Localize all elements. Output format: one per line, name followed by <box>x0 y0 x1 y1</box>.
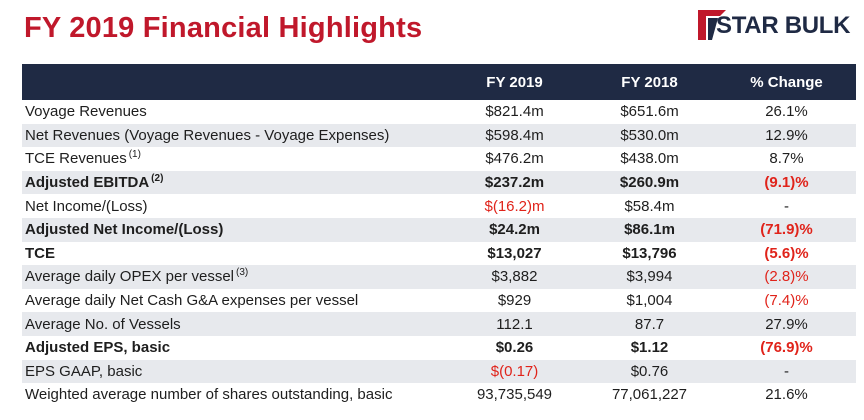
table-body: Voyage Revenues $821.4m $651.6m 26.1% Net Re… <box>22 100 856 407</box>
cell-fy2019: $3,882 <box>491 268 538 286</box>
row-label: EPS GAAP, basic <box>22 360 447 384</box>
row-label: Adjusted EBITDA (2) <box>22 171 447 195</box>
table-row: TCE Revenues (1) $476.2m $438.0m 8.7% <box>22 147 856 171</box>
cell-fy2019: $476.2m <box>485 150 544 168</box>
cell-fy2019: 93,735,549 <box>476 386 553 404</box>
row-label: Average No. of Vessels <box>22 312 447 336</box>
row-label-text: Average daily Net Cash G&A expenses per … <box>25 292 359 310</box>
row-label-text: TCE Revenues <box>25 150 127 168</box>
row-label: Adjusted EPS, basic <box>22 336 447 360</box>
column-header-metric <box>22 64 447 100</box>
row-label: Net Income/(Loss) <box>22 194 447 218</box>
logo-text: STAR BULK <box>716 12 851 39</box>
table-header-row: FY 2019 FY 2018 % Change <box>22 64 856 100</box>
row-label: Average daily OPEX per vessel (3) <box>22 265 447 289</box>
table-row: EPS GAAP, basic $(0.17) $0.76 - <box>22 359 856 384</box>
row-label-text: Average daily OPEX per vessel <box>25 268 234 286</box>
cell-fy2018: $3,994 <box>626 268 673 286</box>
table-row: Voyage Revenues $821.4m $651.6m 26.1% <box>22 100 856 124</box>
cell-fy2018: 77,061,227 <box>611 386 688 404</box>
cell-fy2019: 112.1 <box>496 315 533 333</box>
table-row: Weighted average number of shares outsta… <box>22 383 856 407</box>
cell-fy2019: $0.26 <box>495 339 534 357</box>
footnote-marker: (2) <box>151 173 164 185</box>
cell-fy2019: $(0.17) <box>490 362 539 380</box>
footnote-marker: (1) <box>128 149 141 161</box>
table-row: Average daily Net Cash G&A expenses per … <box>22 288 856 313</box>
cell-change: (9.1)% <box>764 174 809 192</box>
row-label-text: Adjusted EBITDA <box>25 174 150 192</box>
cell-fy2019: $598.4m <box>485 126 544 144</box>
table-row: Average No. of Vessels 112.1 87.7 27.9% <box>22 312 856 336</box>
table-row: Net Revenues (Voyage Revenues - Voyage E… <box>22 123 856 148</box>
star-logo-icon <box>698 10 726 40</box>
row-label-text: Weighted average number of shares outsta… <box>25 386 393 404</box>
row-label: Net Revenues (Voyage Revenues - Voyage E… <box>22 124 447 148</box>
row-label: Weighted average number of shares outsta… <box>22 383 447 407</box>
financial-highlights-table: FY 2019 FY 2018 % Change Voyage Revenues… <box>22 64 856 407</box>
cell-change: - <box>784 197 789 215</box>
cell-fy2019: $237.2m <box>484 174 545 192</box>
company-logo: STAR BULK <box>698 10 858 40</box>
table-row: Adjusted EBITDA (2) $237.2m $260.9m (9.1)% <box>22 170 856 195</box>
cell-change: (2.8)% <box>764 268 809 286</box>
table-row: Average daily OPEX per vessel (3) $3,882 $3… <box>22 265 856 289</box>
cell-fy2019: $(16.2)m <box>484 197 545 215</box>
cell-change: (7.4)% <box>764 292 809 310</box>
cell-fy2018: $438.0m <box>620 150 679 168</box>
table-row: Adjusted Net Income/(Loss) $24.2m $86.1m (7… <box>22 217 856 242</box>
cell-fy2019: $929 <box>497 292 532 310</box>
footnote-marker: (3) <box>236 267 249 279</box>
row-label: TCE <box>22 242 447 266</box>
table-row: TCE $13,027 $13,796 (5.6)% <box>22 241 856 266</box>
cell-change: (5.6)% <box>764 244 809 262</box>
row-label: TCE Revenues (1) <box>22 147 447 171</box>
cell-fy2019: $821.4m <box>485 103 544 121</box>
cell-change: 12.9% <box>765 126 808 144</box>
row-label: Average daily Net Cash G&A expenses per … <box>22 289 447 313</box>
cell-change: 26.1% <box>765 103 808 121</box>
table-row: Adjusted EPS, basic $0.26 $1.12 (76.9)% <box>22 335 856 360</box>
row-label-text: EPS GAAP, basic <box>25 362 143 380</box>
cell-change: (71.9)% <box>760 221 813 239</box>
cell-fy2018: $86.1m <box>624 221 675 239</box>
row-label-text: Adjusted EPS, basic <box>25 339 171 357</box>
cell-change: (76.9)% <box>760 339 813 357</box>
page-title: FY 2019 Financial Highlights <box>24 12 423 44</box>
column-header-fy2018: FY 2018 <box>621 73 678 91</box>
column-header-change: % Change <box>750 73 823 91</box>
column-header-fy2019: FY 2019 <box>486 73 543 91</box>
cell-fy2019: $24.2m <box>489 221 540 239</box>
row-label-text: Average No. of Vessels <box>25 315 181 333</box>
row-label-text: Net Income/(Loss) <box>25 197 148 215</box>
row-label-text: Voyage Revenues <box>25 103 147 121</box>
cell-change: - <box>784 362 789 380</box>
cell-fy2018: $260.9m <box>619 174 680 192</box>
cell-fy2018: $13,796 <box>622 244 677 262</box>
row-label: Voyage Revenues <box>22 100 447 124</box>
cell-fy2019: $13,027 <box>487 244 542 262</box>
cell-fy2018: 87.7 <box>634 315 665 333</box>
cell-change: 21.6% <box>765 386 808 404</box>
cell-fy2018: $1.12 <box>630 339 669 357</box>
cell-change: 27.9% <box>765 315 808 333</box>
cell-fy2018: $1,004 <box>626 292 673 310</box>
cell-change: 8.7% <box>769 150 804 168</box>
cell-fy2018: $651.6m <box>620 103 679 121</box>
row-label-text: Net Revenues (Voyage Revenues - Voyage E… <box>25 126 390 144</box>
cell-fy2018: $58.4m <box>624 197 675 215</box>
row-label: Adjusted Net Income/(Loss) <box>22 218 447 242</box>
table-row: Net Income/(Loss) $(16.2)m $58.4m - <box>22 194 856 218</box>
row-label-text: Adjusted Net Income/(Loss) <box>25 221 224 239</box>
cell-fy2018: $530.0m <box>620 126 679 144</box>
cell-fy2018: $0.76 <box>630 362 669 380</box>
row-label-text: TCE <box>25 244 55 262</box>
